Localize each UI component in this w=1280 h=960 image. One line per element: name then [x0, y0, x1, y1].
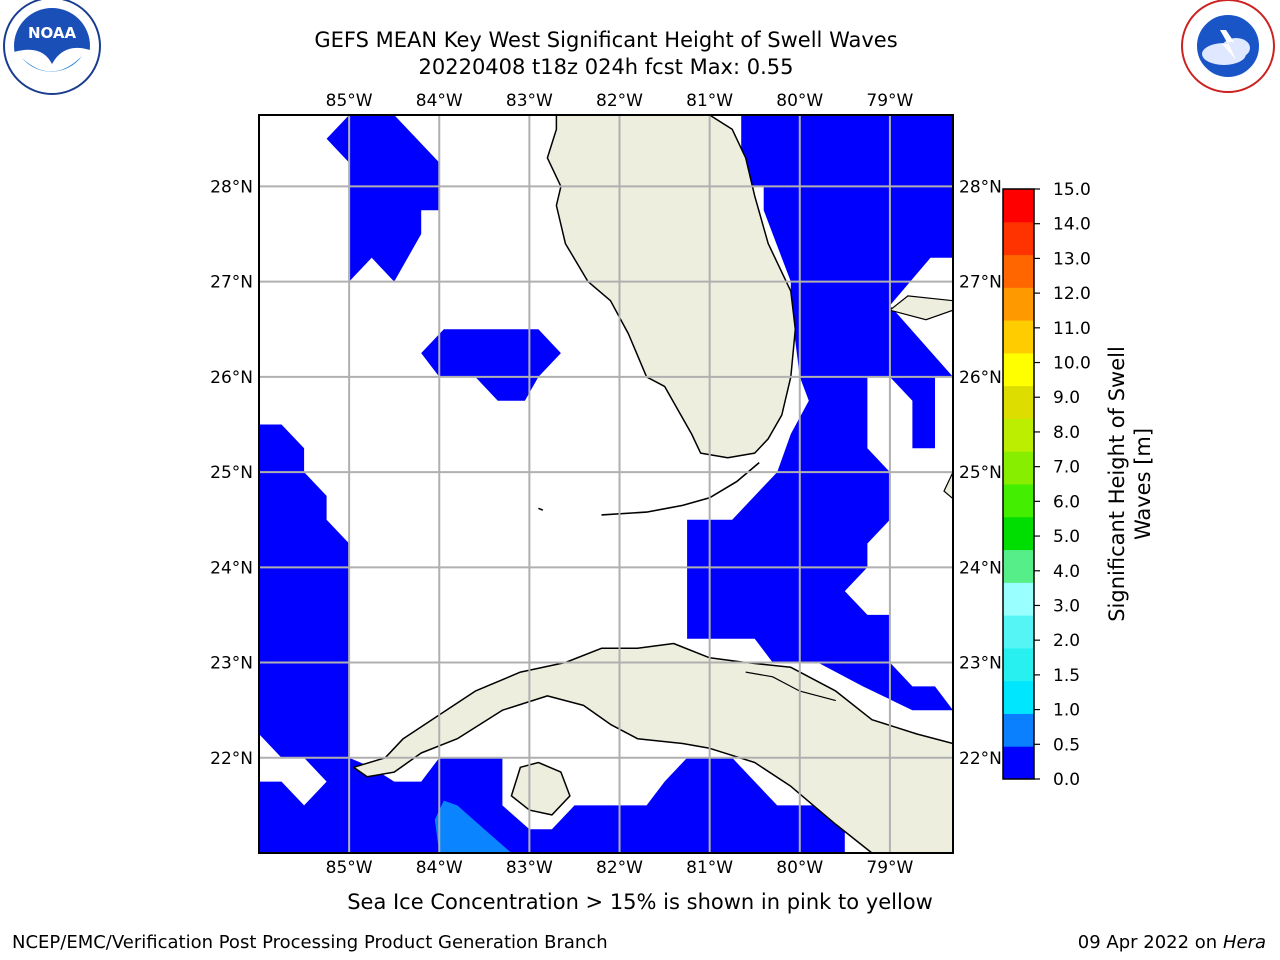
lat-label-left: 25°N [210, 463, 253, 483]
colorbar-swatch [1003, 713, 1034, 747]
land-grand-bahama [888, 295, 953, 321]
colorbar-swatch [1003, 221, 1034, 256]
florida-keys [601, 461, 760, 516]
footer-branch: NCEP/EMC/Verification Post Processing Pr… [12, 932, 608, 953]
colorbar-tick-label: 3.0 [1053, 596, 1080, 616]
lon-label-top: 79°W [866, 91, 913, 111]
colorbar-tick-label: 6.0 [1053, 492, 1080, 512]
footer-host: Hera [1222, 932, 1266, 953]
colorbar-tick-label: 8.0 [1053, 423, 1080, 443]
lon-label-top: 80°W [776, 91, 823, 111]
colorbar-tick-label: 7.0 [1053, 458, 1080, 478]
lat-label-right: 23°N [959, 654, 1002, 674]
colorbar-swatch [1003, 680, 1034, 714]
colorbar-tick-label: 1.0 [1053, 701, 1080, 721]
sea-ice-note: Sea Ice Concentration > 15% is shown in … [347, 890, 933, 914]
lon-label-top: 81°W [686, 91, 733, 111]
lat-label-right: 26°N [959, 368, 1002, 388]
nws-logo [1181, 0, 1275, 93]
lon-label-bottom: 85°W [326, 858, 373, 878]
colorbar-label-line2: Waves [m] [1131, 428, 1155, 540]
colorbar-label: Significant Height of Swell Waves [m] [1105, 346, 1155, 622]
lon-label-top: 84°W [416, 91, 463, 111]
lat-label-left: 22°N [210, 749, 253, 769]
lon-label-bottom: 80°W [776, 858, 823, 878]
colorbar-tick-label: 2.0 [1053, 631, 1080, 651]
chart-subtitle: 20220408 t18z 024h fcst Max: 0.55 [418, 55, 794, 79]
colorbar-swatch [1003, 549, 1034, 583]
footer-date: 09 Apr 2022 on Hera [1078, 932, 1266, 953]
colorbar-swatch [1003, 451, 1034, 485]
land-isla-juventud [510, 761, 571, 816]
lon-label-bottom: 84°W [416, 858, 463, 878]
lon-label-bottom: 81°W [686, 858, 733, 878]
colorbar-tick-label: 11.0 [1053, 319, 1091, 339]
colorbar-swatch [1003, 418, 1034, 452]
land-cuba [352, 642, 953, 853]
colorbar-swatch [1003, 746, 1034, 780]
colorbar-tick-label: 14.0 [1053, 215, 1091, 235]
colorbar-tick-label: 10.0 [1053, 354, 1091, 374]
lat-label-right: 24°N [959, 558, 1002, 578]
lat-label-left: 27°N [210, 273, 253, 293]
swell-region [259, 424, 350, 758]
colorbar-swatch [1003, 615, 1034, 649]
colorbar-swatch [1003, 385, 1034, 419]
chart-title: GEFS MEAN Key West Significant Height of… [314, 28, 898, 52]
colorbar-tick-label: 12.0 [1053, 284, 1091, 304]
lon-label-bottom: 79°W [866, 858, 913, 878]
colorbar-swatch [1003, 320, 1034, 354]
land-florida [546, 115, 797, 459]
lat-label-right: 27°N [959, 273, 1002, 293]
map-frame [258, 114, 954, 854]
colorbar-tick-label: 5.0 [1053, 527, 1080, 547]
swell-region [259, 757, 845, 853]
colorbar-swatch [1003, 484, 1034, 518]
colorbar-frame [1002, 188, 1035, 780]
lon-label-top: 83°W [506, 91, 553, 111]
noaa-logo: NOAA [3, 0, 101, 95]
lon-label-top: 82°W [596, 91, 643, 111]
lon-label-top: 85°W [326, 91, 373, 111]
lat-label-right: 25°N [959, 463, 1002, 483]
colorbar-swatch [1003, 287, 1034, 321]
swell-region [326, 115, 462, 282]
colorbar-swatch [1003, 647, 1034, 682]
swell-region [421, 329, 561, 401]
lon-label-bottom: 82°W [596, 858, 643, 878]
colorbar-swatch [1003, 582, 1034, 616]
lat-label-right: 22°N [959, 749, 1002, 769]
lat-label-left: 23°N [210, 654, 253, 674]
lat-label-left: 28°N [210, 177, 253, 197]
colorbar-tick-label: 0.0 [1053, 770, 1080, 790]
swell-region-higher [434, 800, 512, 853]
land-andros [943, 462, 953, 532]
colorbar-swatch [1003, 516, 1034, 551]
swell-region [687, 115, 953, 711]
cuban-cays [745, 671, 836, 702]
colorbar-tick-label: 0.5 [1053, 735, 1080, 755]
colorbar-tick-label: 15.0 [1053, 180, 1091, 200]
lon-label-bottom: 83°W [506, 858, 553, 878]
footer-date-text: 09 Apr 2022 on [1077, 932, 1223, 953]
lat-label-left: 24°N [210, 558, 253, 578]
colorbar-label-line1: Significant Height of Swell [1105, 346, 1129, 622]
colorbar-swatch [1003, 352, 1034, 387]
map-content [259, 115, 953, 853]
noaa-logo-text: NOAA [28, 24, 77, 42]
lat-label-right: 28°N [959, 177, 1002, 197]
colorbar-swatch [1003, 189, 1034, 223]
lat-label-left: 26°N [210, 368, 253, 388]
colorbar-tick-label: 1.5 [1053, 666, 1080, 686]
colorbar-tick-label: 9.0 [1053, 388, 1080, 408]
colorbar-tick-label: 4.0 [1053, 562, 1080, 582]
colorbar-tick-label: 13.0 [1053, 249, 1091, 269]
dry-tortugas [538, 507, 544, 511]
colorbar-swatch [1003, 254, 1034, 288]
